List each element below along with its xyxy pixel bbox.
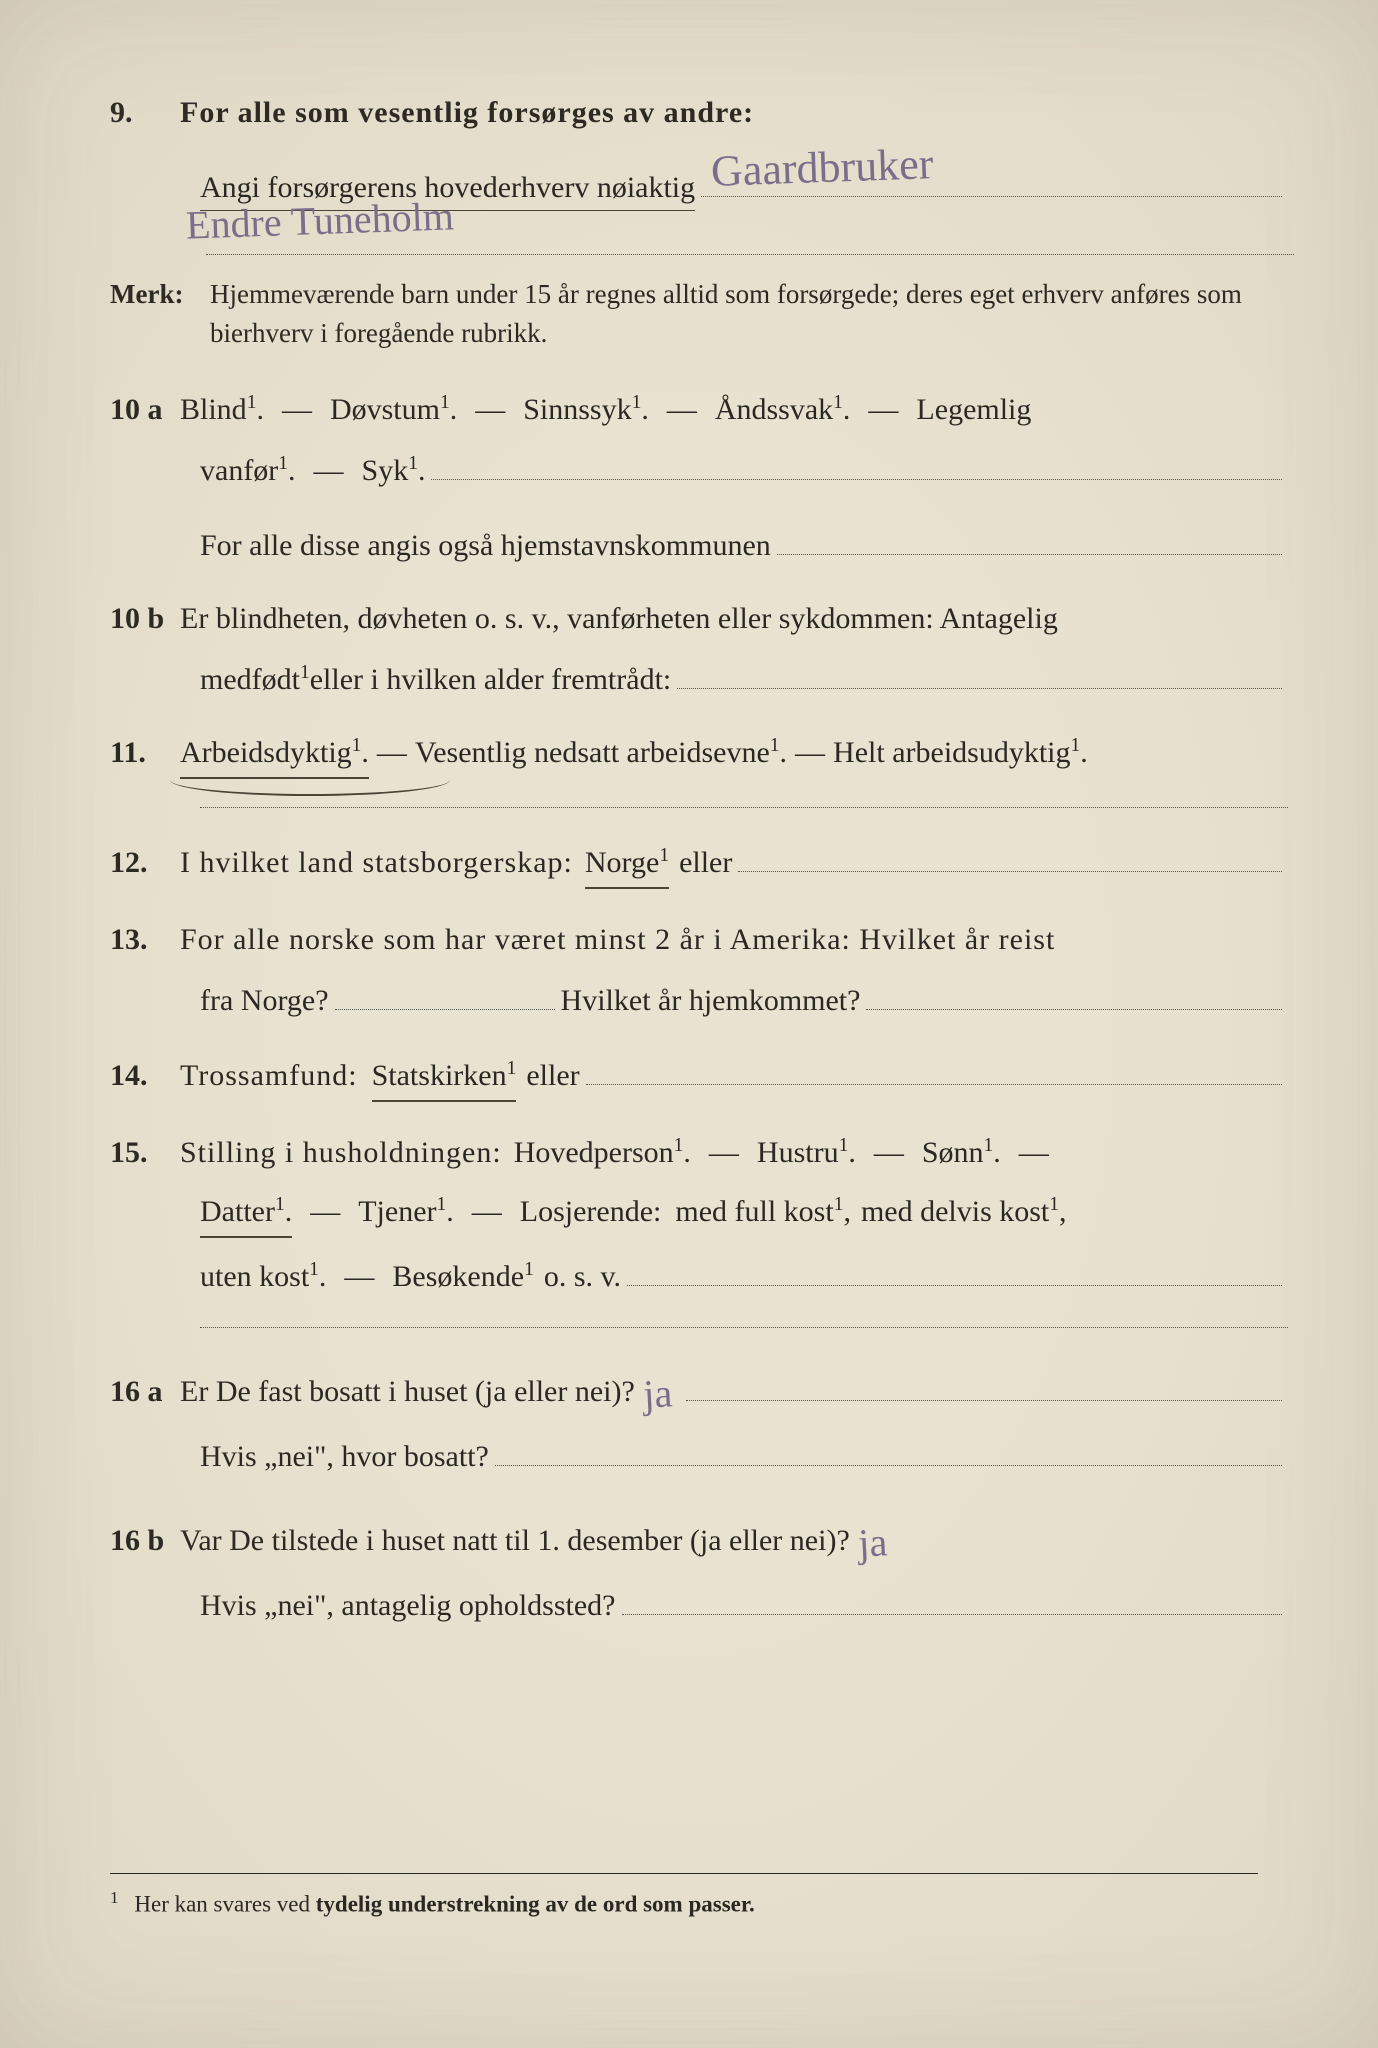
q9-heading-text: For alle som vesentlig forsørges av andr… (180, 90, 754, 135)
q11-opt3[interactable]: Helt arbeidsudyktig1. (833, 730, 1088, 775)
q16b-hand: ja (857, 1513, 889, 1574)
q10b-num: 10 b (110, 596, 180, 641)
census-form-page: 9. For alle som vesentlig forsørges av a… (0, 0, 1378, 2048)
q15-besokende[interactable]: Besøkende1 (392, 1254, 533, 1299)
q12-text: I hvilket land statsborgerskap: (180, 840, 573, 885)
q14-line: 14. Trossamfund: Statskirken1 eller (110, 1051, 1288, 1102)
q13-fill-b[interactable] (866, 976, 1282, 1010)
q10b-fill[interactable] (677, 655, 1282, 689)
q12-opt-norge[interactable]: Norge1 (585, 840, 669, 889)
q10b-line1: 10 b Er blindheten, døvheten o. s. v., v… (110, 596, 1288, 641)
q12-fill[interactable] (738, 838, 1282, 872)
q15-fill[interactable] (627, 1252, 1282, 1286)
q15-opt-hustru[interactable]: Hustru1. (757, 1130, 856, 1175)
q15-num: 15. (110, 1130, 180, 1175)
q15-opt-tjener[interactable]: Tjener1. (358, 1189, 454, 1234)
q16a-line2: Hvis „nei", hvor bosatt? (200, 1432, 1288, 1479)
q14-num: 14. (110, 1053, 180, 1098)
q16a-fill[interactable] (686, 1367, 1282, 1401)
q13-line1: 13. For alle norske som har været minst … (110, 917, 1288, 962)
q15-los-full[interactable]: med full kost1, (675, 1189, 851, 1234)
q10a-fill[interactable] (431, 446, 1282, 480)
q11-underline-swoosh (170, 764, 450, 796)
q10a-fill2[interactable] (777, 521, 1282, 555)
q10b-text3: eller i hvilken alder fremtrådt: (310, 657, 672, 702)
q16b-line2: Hvis „nei", antagelig opholdssted? (200, 1581, 1288, 1628)
q9-line2: Endre Tuneholm (200, 221, 1288, 255)
q10a-opt-vanfor[interactable]: vanfør1. (200, 448, 296, 493)
footnote-text-a: Her kan svares ved (134, 1892, 315, 1917)
q12-line: 12. I hvilket land statsborgerskap: Norg… (110, 838, 1288, 889)
q13-num: 13. (110, 917, 180, 962)
q14-after: eller (526, 1053, 579, 1098)
q9-hand-2: Endre Tuneholm (185, 186, 455, 255)
footnote-num: 1 (110, 1888, 119, 1907)
q10a-opt-legemlig-label: Legemlig (916, 387, 1031, 432)
q16b-line2-text: Hvis „nei", antagelig opholdssted? (200, 1583, 616, 1628)
q10b-text1: Er blindheten, døvheten o. s. v., vanfør… (180, 596, 1058, 641)
q12-num: 12. (110, 840, 180, 885)
q9-fill-2[interactable]: Endre Tuneholm (206, 221, 1294, 255)
q15-line3: uten kost1. — Besøkende1 o. s. v. (200, 1252, 1288, 1299)
q15-line1: 15. Stilling i husholdningen: Hovedperso… (110, 1130, 1288, 1175)
q10a-line2: For alle disse angis også hjemstavnskomm… (200, 521, 1288, 568)
q15-opt-sonn[interactable]: Sønn1. (922, 1130, 1001, 1175)
q16a-hand: ja (642, 1364, 674, 1425)
q16a-line2-text: Hvis „nei", hvor bosatt? (200, 1434, 489, 1479)
q15-line2: Datter1. — Tjener1. — Losjerende: med fu… (200, 1189, 1288, 1238)
q14-text: Trossamfund: (180, 1053, 358, 1098)
q16a-num: 16 a (110, 1369, 180, 1414)
q10a-opt-syk[interactable]: Syk1. (362, 448, 426, 493)
q16a-fill2[interactable] (495, 1432, 1282, 1466)
footnote-text-b: tydelig understrekning av de ord som pas… (316, 1892, 755, 1917)
q10a-opt-andssvak[interactable]: Åndssvak1. (715, 387, 851, 432)
q10b-medfodt[interactable]: medfødt1 (200, 657, 310, 702)
q14-fill[interactable] (586, 1051, 1282, 1085)
q15-osv: o. s. v. (544, 1254, 621, 1299)
q15-los-uten[interactable]: uten kost1. (200, 1254, 326, 1299)
q16a-line1: 16 a Er De fast bosatt i huset (ja eller… (110, 1358, 1288, 1418)
q16a-text: Er De fast bosatt i huset (ja eller nei)… (180, 1369, 635, 1414)
merk-text: Hjemmeværende barn under 15 år regnes al… (210, 275, 1288, 353)
q12-after: eller (679, 840, 732, 885)
q9-hand-1: Gaardbruker (710, 131, 934, 205)
q10a-line2-text: For alle disse angis også hjemstavnskomm… (200, 523, 771, 568)
q14-opt-statskirken[interactable]: Statskirken1 (372, 1053, 517, 1102)
q16b-text: Var De tilstede i huset natt til 1. dese… (180, 1518, 850, 1563)
q11-line: 11. Arbeidsdyktig1. — Vesentlig nedsatt … (110, 730, 1288, 779)
merk-block: Merk: Hjemmeværende barn under 15 år reg… (110, 275, 1288, 353)
q16b-line1: 16 b Var De tilstede i huset natt til 1.… (110, 1507, 1288, 1567)
q9-heading: 9. For alle som vesentlig forsørges av a… (110, 90, 1288, 135)
q10b-line2: medfødt1 eller i hvilken alder fremtrådt… (200, 655, 1288, 702)
q13-fill-a[interactable] (335, 976, 555, 1010)
q9-num: 9. (110, 90, 180, 135)
q11-opt2[interactable]: Vesentlig nedsatt arbeidsevne1. (415, 730, 787, 775)
q13-text2a: fra Norge? (200, 978, 329, 1023)
footnote: 1 Her kan svares ved tydelig understrekn… (110, 1873, 1258, 1918)
q16b-num: 16 b (110, 1518, 180, 1563)
q10a-opt-dovstum[interactable]: Døvstum1. (330, 387, 457, 432)
q15-ruling (200, 1327, 1288, 1328)
q9-fill-1[interactable]: Gaardbruker (701, 163, 1282, 197)
q13-line2: fra Norge? Hvilket år hjemkommet? (200, 976, 1288, 1023)
q15-opt-hovedperson[interactable]: Hovedperson1. (514, 1130, 691, 1175)
q15-los-delvis[interactable]: med delvis kost1, (861, 1189, 1067, 1234)
q10a-line1b: vanfør1. — Syk1. (200, 446, 1288, 493)
q15-los-label: Losjerende: (520, 1189, 662, 1234)
q15-opt-datter[interactable]: Datter1. (200, 1189, 292, 1238)
q15-text: Stilling i husholdningen: (180, 1130, 502, 1175)
q13-text2b: Hvilket år hjemkommet? (561, 978, 861, 1023)
q10a-opt-sinnssyk[interactable]: Sinnssyk1. (523, 387, 649, 432)
q10a-line1: 10 a Blind1. — Døvstum1. — Sinnssyk1. — … (110, 387, 1288, 432)
q10a-num: 10 a (110, 387, 180, 432)
q10a-opt-blind[interactable]: Blind1. (180, 387, 264, 432)
q13-text1: For alle norske som har været minst 2 år… (180, 917, 1055, 962)
q16b-fill2[interactable] (622, 1581, 1283, 1615)
merk-label: Merk: (110, 275, 210, 353)
q11-ruling (200, 807, 1288, 808)
